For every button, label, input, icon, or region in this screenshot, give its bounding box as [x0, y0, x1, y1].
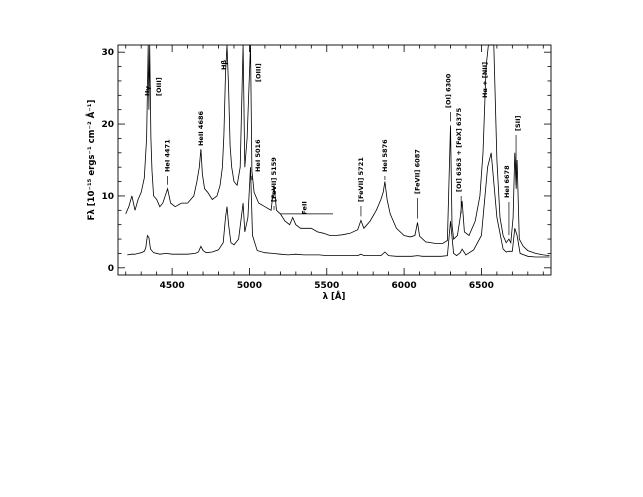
x-axis-label: λ [Å] — [323, 291, 346, 302]
x-tick-label: 6000 — [392, 281, 417, 291]
x-tick-label: 6500 — [469, 281, 494, 291]
line-label: [OI] 6300 — [444, 73, 452, 108]
y-tick-label: 20 — [101, 120, 114, 130]
line-label: HeI 6678 — [503, 165, 511, 198]
line-label: Hβ — [220, 60, 228, 70]
line-label: HeII 4686 — [197, 110, 205, 146]
line-label: [FeVII] 6087 — [414, 149, 422, 194]
spectrum-line-upper — [125, 44, 550, 256]
line-label: [FeVII] 5721 — [357, 157, 365, 202]
y-tick-label: 10 — [101, 192, 114, 202]
line-label: [SII] — [514, 116, 522, 131]
line-label: HeI 4471 — [164, 139, 172, 172]
line-label: Hα + [NII] — [481, 62, 489, 98]
y-tick-label: 0 — [108, 264, 114, 274]
line-label: HeI 5876 — [381, 139, 389, 172]
spectrum-line-lower — [127, 152, 550, 258]
x-tick-label: 4500 — [160, 281, 185, 291]
line-label: [OI] 6363 + [FeX] 6375 — [455, 107, 463, 192]
y-tick-label: 30 — [101, 48, 114, 58]
x-tick-label: 5000 — [237, 281, 262, 291]
line-label: Hγ — [143, 86, 151, 96]
line-label: [OIII] — [255, 63, 263, 82]
x-tick-label: 5500 — [314, 281, 339, 291]
line-label: [OIII] — [155, 77, 163, 96]
y-axis-label: Fλ [10⁻¹⁵ ergs⁻¹ cm⁻² Å⁻¹] — [86, 100, 97, 221]
line-label: [FeVII] 5159 — [270, 157, 278, 202]
line-label-feii: FeII — [301, 201, 309, 214]
plot-frame — [117, 44, 552, 276]
line-label: HeI 5016 — [254, 139, 262, 172]
